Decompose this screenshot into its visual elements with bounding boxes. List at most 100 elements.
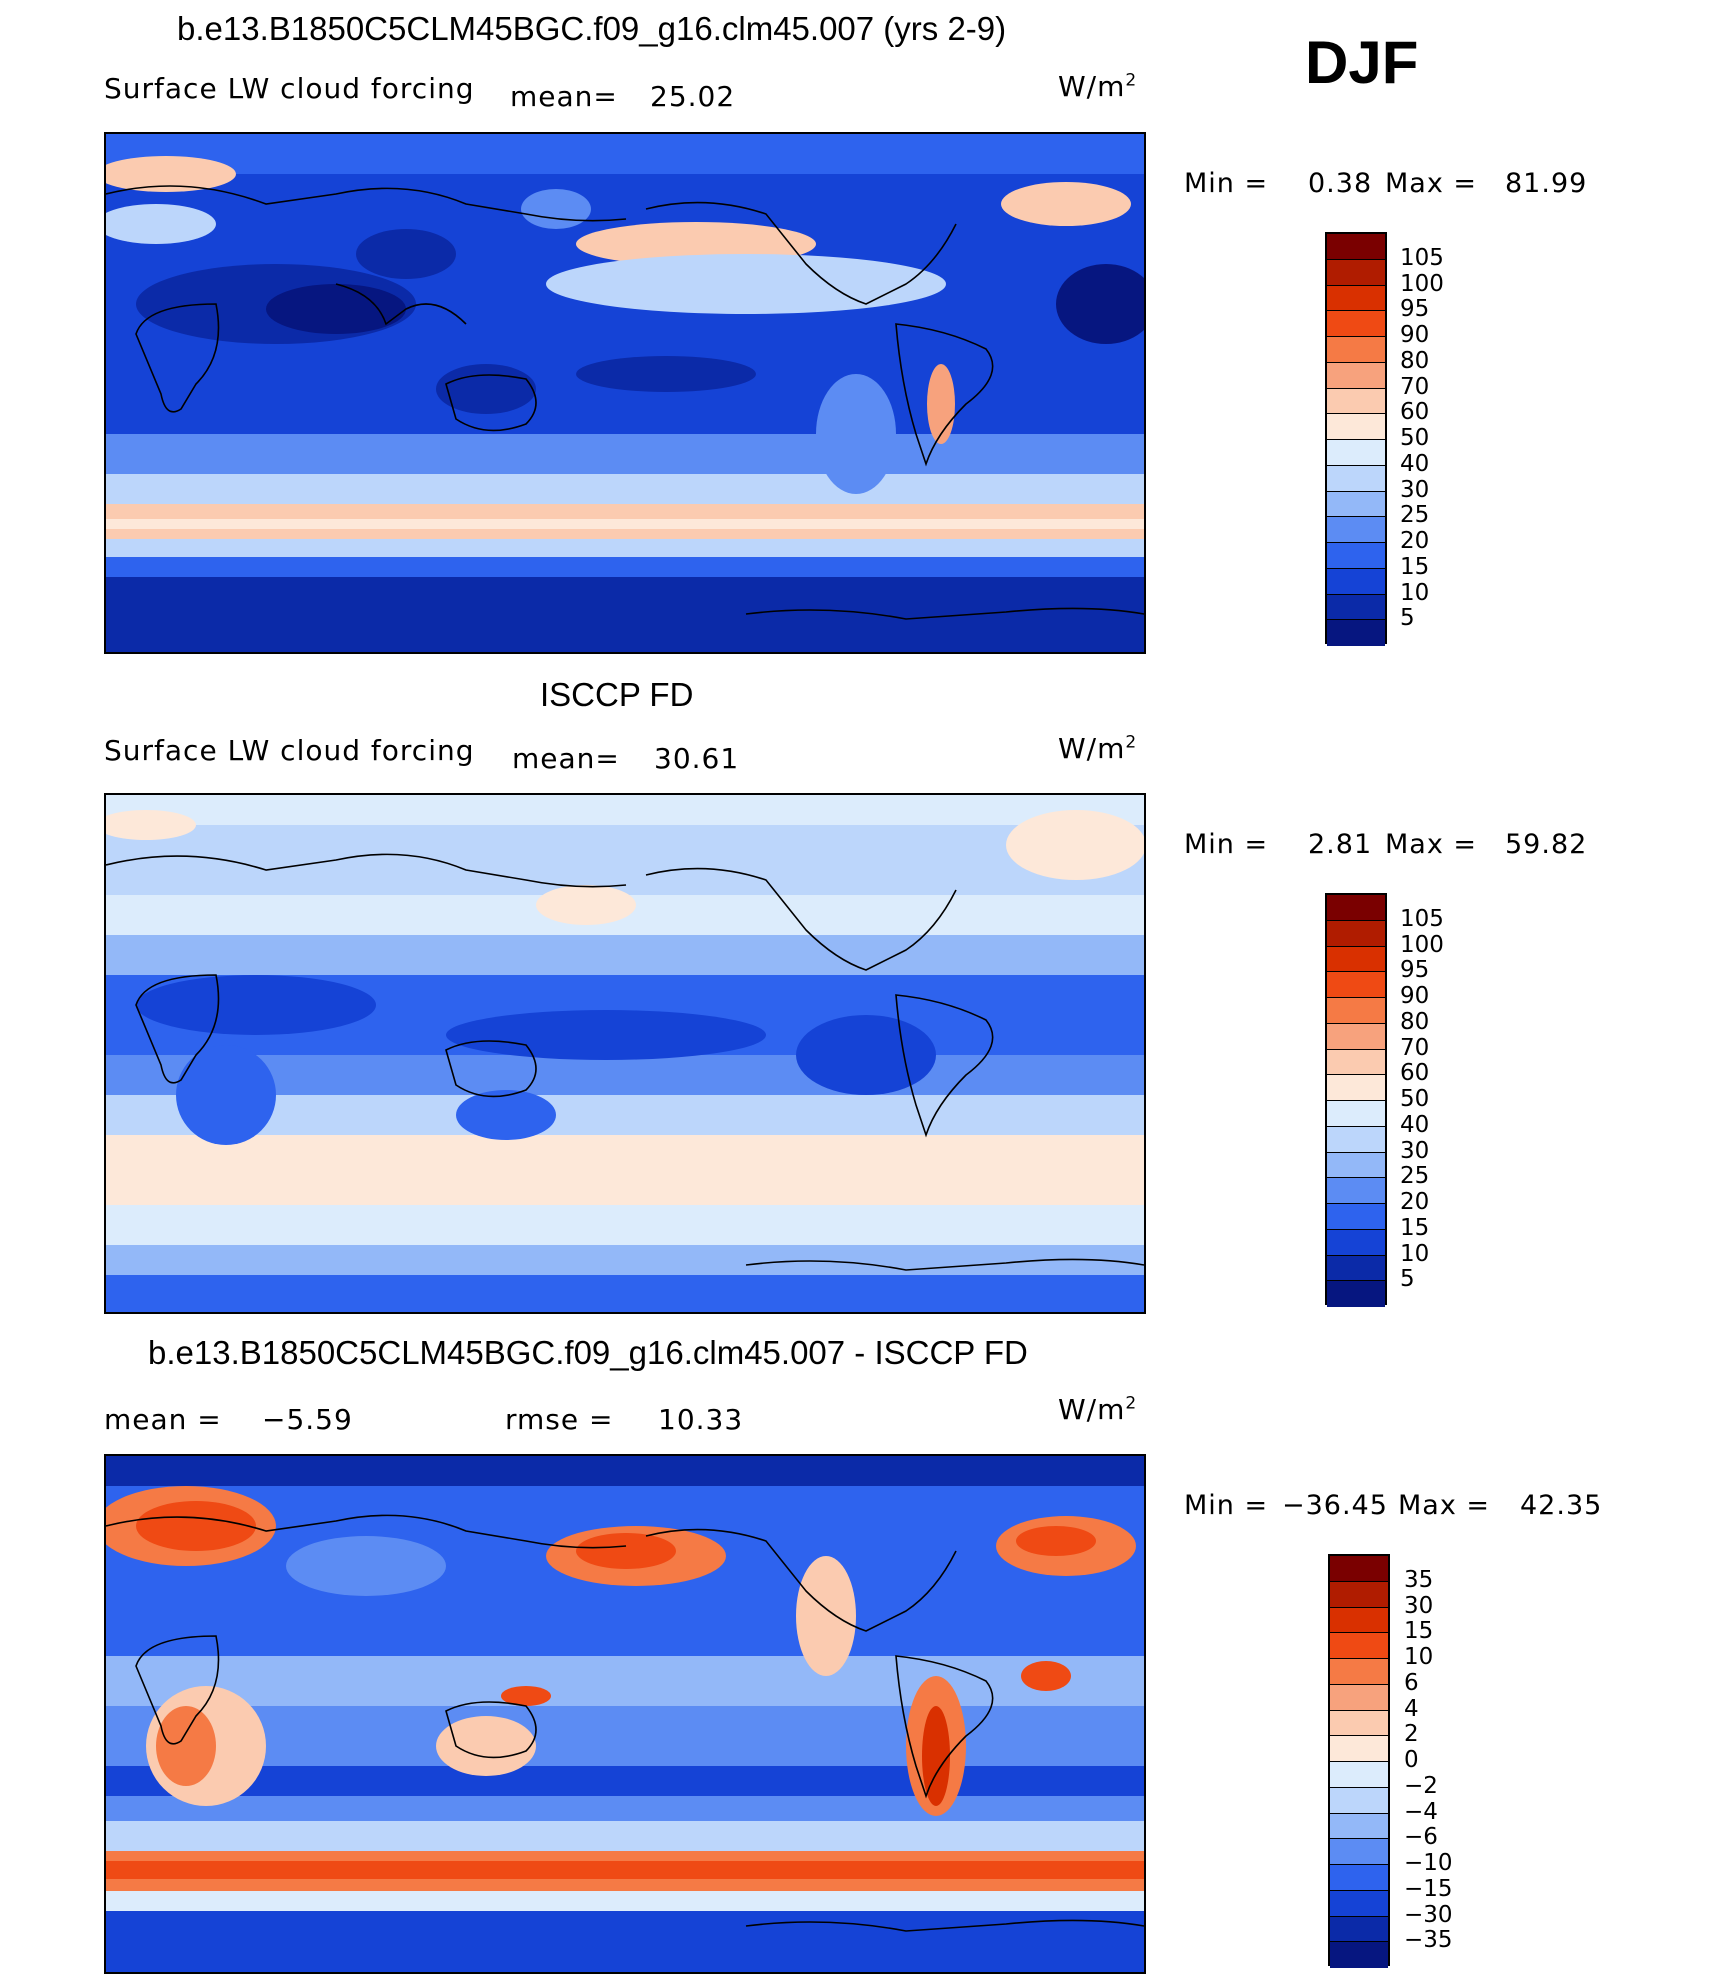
colorbar-tick-label: 95 [1400, 296, 1430, 323]
colorbar-tick-label: 5 [1400, 605, 1415, 632]
panel2-min-value: 2.81 [1308, 829, 1373, 860]
colorbar-swatch [1330, 1762, 1388, 1788]
season-label: DJF [1305, 29, 1419, 96]
panel1-min-label: Min = [1184, 168, 1269, 199]
colorbar-swatch [1327, 491, 1385, 518]
colorbar-swatch [1327, 234, 1385, 260]
colorbar-swatch [1330, 1581, 1388, 1608]
colorbar-tick-label: 105 [1400, 244, 1444, 271]
colorbar-swatch [1327, 388, 1385, 415]
colorbar-tick-label: 50 [1400, 425, 1430, 451]
colorbar-swatch [1327, 543, 1385, 569]
colorbar-tick-label: 80 [1400, 347, 1430, 374]
colorbar-tick-label: 100 [1400, 270, 1444, 297]
colorbar-swatch [1327, 594, 1385, 621]
colorbar-tick-label: 60 [1400, 1060, 1430, 1087]
colorbar-swatch [1330, 1736, 1388, 1762]
colorbar-tick-label: 95 [1400, 957, 1430, 984]
colorbar-swatch [1327, 311, 1385, 337]
colorbar-swatch [1327, 440, 1385, 466]
panel2-title: ISCCP FD [540, 676, 694, 713]
colorbar-tick-label: 5 [1400, 1266, 1415, 1293]
colorbar-tick-label: −35 [1404, 1927, 1453, 1954]
colorbar-swatch [1327, 1075, 1385, 1101]
panel1-mean-value: 25.02 [650, 80, 736, 113]
colorbar-swatch [1330, 1813, 1388, 1840]
colorbar-tick-label: 30 [1400, 1137, 1430, 1164]
panel2-max-label: Max = [1385, 829, 1478, 860]
colorbar-tick-label: 90 [1400, 983, 1430, 1009]
colorbar-swatch [1327, 1049, 1385, 1076]
panel3-title: b.e13.B1850C5CLM45BGC.f09_g16.clm45.007 … [148, 1334, 1028, 1371]
colorbar-swatch [1327, 285, 1385, 312]
colorbar-tick-label: 40 [1400, 1111, 1430, 1138]
colorbar-tick-label: −6 [1404, 1824, 1438, 1851]
panel3-min-label: Min = [1184, 1490, 1269, 1521]
colorbar-swatch [1327, 414, 1385, 440]
colorbar-swatch [1327, 920, 1385, 947]
colorbar-tick-label: 10 [1400, 1240, 1430, 1267]
colorbar-tick-label: 30 [1404, 1592, 1434, 1619]
colorbar-tick-label: 15 [1404, 1618, 1434, 1645]
colorbar-tick-label: 15 [1400, 1214, 1430, 1241]
colorbar-tick-label: 25 [1400, 1163, 1430, 1190]
colorbar-tick-label: 80 [1400, 1008, 1430, 1035]
panel1-title: b.e13.B1850C5CLM45BGC.f09_g16.clm45.007 … [177, 10, 1007, 47]
colorbar-swatch [1330, 1890, 1388, 1917]
colorbar-swatch [1330, 1556, 1388, 1582]
colorbar-swatch [1327, 1204, 1385, 1230]
colorbar-swatch [1327, 972, 1385, 998]
panel2-max-value: 59.82 [1505, 829, 1588, 860]
panel1-map-svg [106, 134, 1144, 652]
panel1-map [104, 132, 1146, 654]
colorbar-swatch [1327, 1229, 1385, 1256]
colorbar-tick-label: 6 [1404, 1669, 1419, 1696]
panel3-colorbar [1328, 1554, 1390, 1968]
colorbar-tick-label: 25 [1400, 502, 1430, 529]
colorbar-swatch [1330, 1787, 1388, 1814]
colorbar-swatch [1327, 1178, 1385, 1204]
colorbar-swatch [1327, 1101, 1385, 1127]
panel1-colorbar [1325, 232, 1387, 646]
panel1-min-value: 0.38 [1308, 168, 1373, 199]
colorbar-swatch [1330, 1684, 1388, 1711]
panel1-variable: Surface LW cloud forcing [104, 72, 475, 105]
panel3-map [104, 1454, 1146, 1974]
panel2-variable: Surface LW cloud forcing [104, 734, 475, 767]
colorbar-tick-label: 100 [1400, 931, 1444, 958]
colorbar-tick-label: 50 [1400, 1086, 1430, 1112]
panel2-colorbar [1325, 893, 1387, 1307]
panel3-max-label: Max = [1398, 1490, 1491, 1521]
panel3-min-value: −36.45 [1282, 1490, 1388, 1521]
panel2-min-label: Min = [1184, 829, 1269, 860]
colorbar-tick-label: 2 [1404, 1721, 1419, 1748]
panel1-max-label: Max = [1385, 168, 1478, 199]
colorbar-tick-label: 40 [1400, 450, 1430, 477]
colorbar-swatch [1327, 1126, 1385, 1153]
colorbar-swatch [1330, 1633, 1388, 1659]
colorbar-swatch [1327, 337, 1385, 363]
colorbar-tick-label: 70 [1400, 373, 1430, 400]
panel3-mean-value: −5.59 [262, 1403, 353, 1436]
colorbar-swatch [1330, 1607, 1388, 1634]
panel3-units: W/m2 [1058, 1393, 1138, 1426]
colorbar-tick-label: 20 [1400, 1189, 1430, 1215]
colorbar-swatch [1327, 946, 1385, 973]
colorbar-swatch [1327, 620, 1385, 646]
panel2-units: W/m2 [1058, 732, 1138, 765]
colorbar-tick-label: 30 [1400, 476, 1430, 503]
panel2-mean-label: mean= [512, 742, 620, 775]
colorbar-tick-label: 10 [1404, 1644, 1434, 1670]
colorbar-tick-label: −15 [1404, 1875, 1453, 1902]
colorbar-tick-label: 70 [1400, 1034, 1430, 1061]
colorbar-tick-label: −4 [1404, 1798, 1438, 1825]
colorbar-swatch [1327, 362, 1385, 389]
colorbar-tick-label: −2 [1404, 1772, 1438, 1799]
panel1-max-value: 81.99 [1505, 168, 1588, 199]
colorbar-tick-label: 10 [1400, 579, 1430, 606]
colorbar-swatch [1330, 1839, 1388, 1865]
colorbar-swatch [1330, 1916, 1388, 1943]
colorbar-swatch [1327, 517, 1385, 543]
panel3-mean-label: mean = [104, 1403, 222, 1436]
colorbar-swatch [1327, 1255, 1385, 1282]
